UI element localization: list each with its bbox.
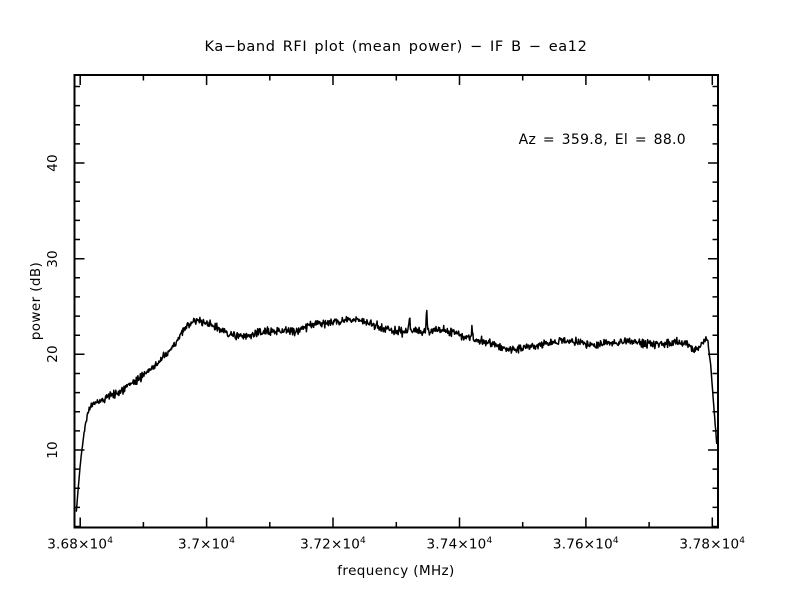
y-axis-label: power (dB) — [28, 261, 44, 341]
plot-title: Ka−band RFI plot (mean power) − IF B − e… — [204, 39, 588, 55]
y-tick-label: 40 — [45, 154, 61, 172]
y-tick-label: 30 — [45, 249, 61, 268]
y-tick-label: 20 — [45, 345, 61, 364]
y-tick-label: 10 — [45, 441, 61, 459]
x-tick-label: 3.76×104 — [552, 536, 619, 553]
x-tick-label: 3.7×104 — [178, 536, 236, 553]
pointing-annotation: Az = 359.8, El = 88.0 — [518, 132, 686, 148]
x-axis-label: frequency (MHz) — [337, 563, 455, 579]
x-tick-label: 3.72×104 — [300, 536, 366, 553]
x-tick-label: 3.74×104 — [426, 536, 493, 553]
x-tick-label: 3.68×104 — [47, 536, 114, 553]
spectrum-trace — [75, 309, 718, 512]
plot-frame — [73, 74, 719, 529]
x-tick-label: 3.78×104 — [679, 536, 746, 553]
axis-ticks — [75, 76, 717, 528]
